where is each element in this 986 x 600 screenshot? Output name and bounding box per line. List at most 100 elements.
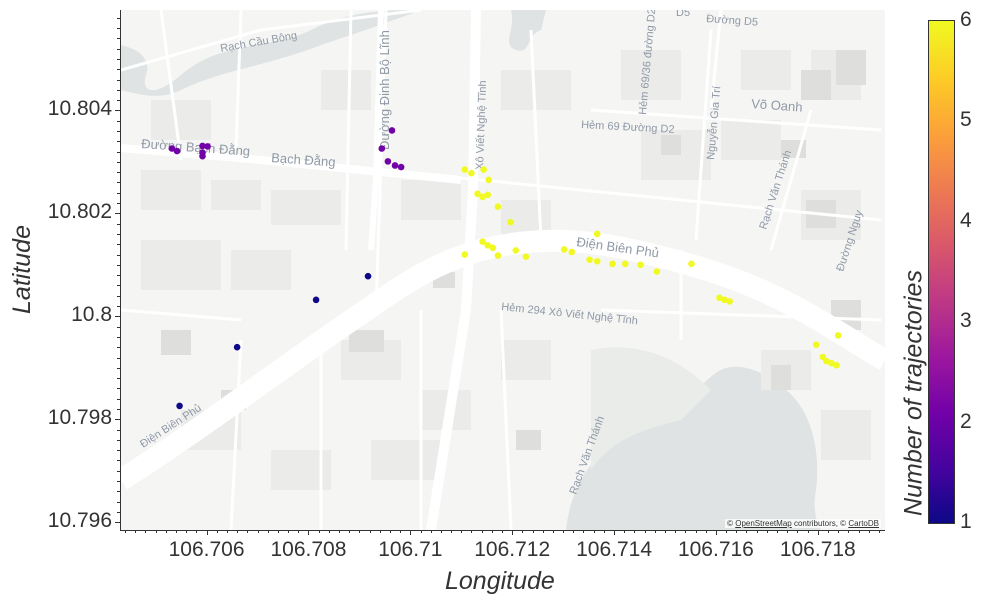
y-minor-tick [117, 213, 120, 215]
y-minor-tick [117, 223, 120, 225]
y-minor-tick [117, 511, 120, 513]
x-minor-tick [135, 530, 137, 533]
trajectory-point[interactable] [173, 147, 181, 155]
x-minor-tick [226, 530, 228, 533]
trajectory-point[interactable] [484, 241, 492, 249]
y-minor-tick [117, 120, 120, 122]
map-canvas[interactable]: Rạch Cầu Bông Đường Bạch Đằng Bạch Đằng … [120, 10, 885, 531]
trajectory-point[interactable] [378, 145, 386, 152]
x-minor-tick [675, 530, 677, 533]
label-hem-294: Hẻm 294 Xô Viết Nghệ Tĩnh [501, 301, 639, 327]
river-inlet [509, 10, 546, 51]
trajectory-point[interactable] [397, 163, 405, 171]
x-minor-tick [267, 530, 269, 533]
trajectory-point[interactable] [593, 257, 601, 265]
trajectory-point[interactable] [480, 166, 487, 173]
osm-link[interactable]: OpenStreetMap [735, 519, 792, 528]
trajectory-point[interactable] [484, 191, 492, 199]
cartodb-link[interactable]: CartoDB [848, 519, 879, 528]
x-minor-tick [766, 530, 768, 533]
x-tick-label: 106.716 [677, 538, 754, 561]
trajectory-point[interactable] [485, 176, 493, 184]
x-minor-tick [532, 530, 534, 533]
trajectory-point[interactable] [204, 143, 211, 150]
trajectory-point[interactable] [507, 218, 514, 226]
trajectory-point[interactable] [823, 357, 830, 365]
trajectory-point[interactable] [474, 190, 481, 198]
trajectory-point[interactable] [637, 261, 644, 269]
x-minor-tick [471, 530, 473, 533]
trajectory-point[interactable] [489, 244, 497, 252]
trajectory-point[interactable] [688, 260, 695, 268]
x-minor-tick [695, 530, 697, 533]
trajectory-point[interactable] [812, 341, 820, 348]
y-minor-tick [117, 79, 120, 81]
trajectory-point[interactable] [391, 162, 399, 169]
x-minor-tick [359, 530, 361, 533]
trajectory-point[interactable] [479, 238, 486, 245]
trajectory-point[interactable] [199, 142, 206, 150]
x-minor-tick [726, 530, 728, 533]
trajectory-point[interactable] [494, 252, 502, 259]
map-attribution: © OpenStreetMap contributors, © CartoDB [725, 519, 881, 528]
trajectory-point[interactable] [176, 402, 183, 410]
x-minor-tick [685, 530, 687, 533]
y-minor-tick [117, 306, 120, 308]
trajectory-point[interactable] [586, 256, 593, 264]
trajectory-point[interactable] [312, 296, 320, 304]
trajectory-point[interactable] [834, 332, 842, 339]
y-minor-tick [117, 501, 120, 503]
trajectory-point[interactable] [199, 152, 206, 160]
trajectory-point[interactable] [726, 298, 733, 305]
y-minor-tick [117, 491, 120, 493]
x-minor-tick [746, 530, 748, 533]
x-minor-tick [603, 530, 605, 533]
trajectory-point[interactable] [609, 260, 616, 268]
trajectory-point[interactable] [461, 251, 469, 258]
trajectory-point[interactable] [168, 145, 176, 152]
trajectory-point[interactable] [479, 193, 486, 201]
x-minor-tick [848, 530, 850, 533]
trajectory-point[interactable] [233, 343, 241, 351]
trajectory-point[interactable] [833, 361, 840, 369]
trajectory-point[interactable] [364, 272, 372, 280]
y-minor-tick [117, 141, 120, 143]
x-minor-tick [389, 530, 391, 533]
trajectory-point[interactable] [494, 203, 502, 210]
y-minor-tick [117, 522, 120, 524]
y-minor-tick [117, 172, 120, 174]
trajectory-point[interactable] [716, 294, 723, 302]
basemap: Rạch Cầu Bông Đường Bạch Đằng Bạch Đằng … [121, 10, 885, 530]
trajectory-point[interactable] [568, 248, 576, 256]
x-minor-tick [451, 530, 453, 533]
y-minor-tick [117, 69, 120, 71]
colorbar [928, 20, 955, 524]
trajectory-points [168, 127, 842, 410]
trajectory-point[interactable] [522, 253, 530, 260]
y-minor-tick [117, 470, 120, 472]
x-minor-tick [827, 530, 829, 533]
trajectory-point[interactable] [461, 166, 469, 173]
trajectory-point[interactable] [468, 169, 475, 177]
trajectory-point[interactable] [384, 158, 392, 165]
y-minor-tick [117, 192, 120, 194]
x-minor-tick [502, 530, 503, 533]
x-minor-tick [583, 530, 585, 533]
park [591, 347, 711, 470]
y-minor-tick [117, 264, 120, 266]
y-minor-tick [117, 378, 120, 380]
y-minor-tick [117, 326, 120, 328]
trajectory-point[interactable] [388, 127, 396, 134]
trajectory-point[interactable] [560, 246, 568, 253]
trajectory-point[interactable] [593, 230, 601, 238]
x-minor-tick [491, 530, 493, 533]
trajectory-point[interactable] [621, 260, 629, 268]
x-minor-tick [542, 530, 544, 533]
trajectory-point[interactable] [512, 247, 520, 254]
trajectory-point[interactable] [653, 268, 661, 275]
y-minor-tick [117, 439, 120, 441]
trajectory-point[interactable] [828, 359, 835, 367]
x-minor-tick [165, 530, 167, 533]
x-minor-tick [654, 530, 656, 533]
trajectory-point[interactable] [721, 296, 728, 304]
